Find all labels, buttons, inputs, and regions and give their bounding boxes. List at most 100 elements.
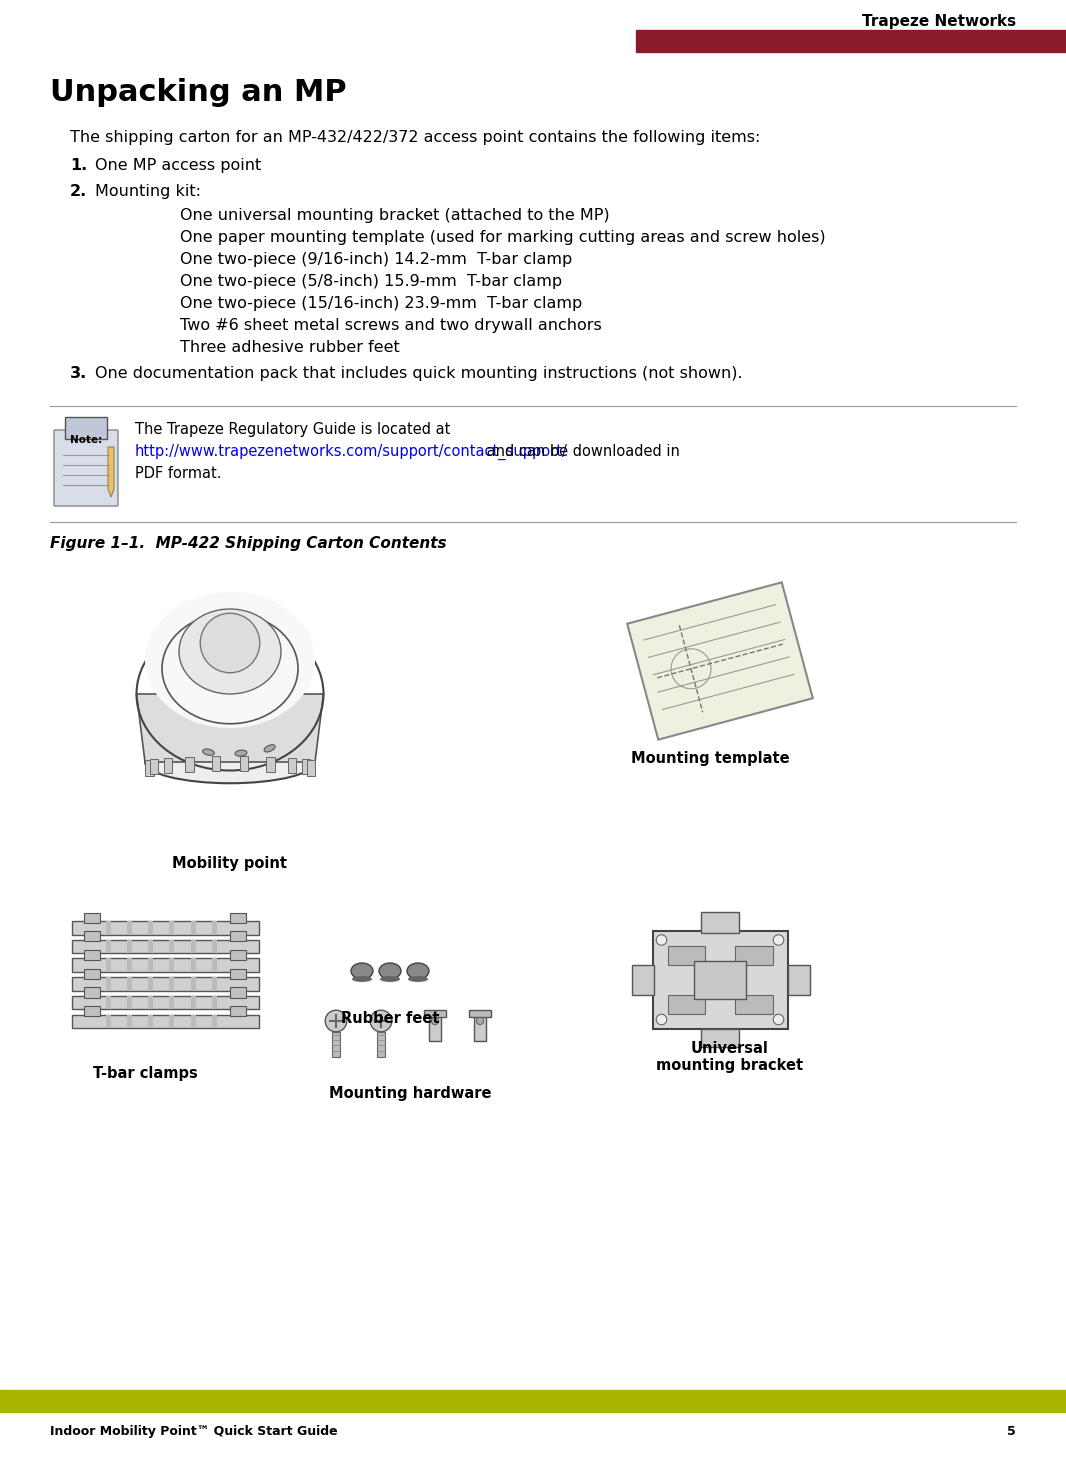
- Bar: [127, 958, 132, 972]
- Text: 3.: 3.: [70, 366, 87, 381]
- Bar: [307, 761, 314, 775]
- Text: One documentation pack that includes quick mounting instructions (not shown).: One documentation pack that includes qui…: [95, 366, 743, 381]
- Bar: [127, 977, 132, 991]
- Bar: [145, 761, 154, 775]
- Bar: [84, 968, 99, 978]
- Ellipse shape: [379, 975, 400, 983]
- Bar: [106, 958, 111, 972]
- Bar: [169, 921, 175, 934]
- Text: 2.: 2.: [70, 184, 87, 199]
- Text: One MP access point: One MP access point: [95, 158, 261, 172]
- Ellipse shape: [203, 749, 214, 755]
- Text: Unpacking an MP: Unpacking an MP: [50, 77, 346, 107]
- Bar: [212, 996, 216, 1009]
- Text: 5: 5: [1007, 1425, 1016, 1438]
- Bar: [667, 994, 705, 1013]
- Bar: [127, 996, 132, 1009]
- Bar: [212, 958, 216, 972]
- Bar: [212, 756, 221, 771]
- Bar: [424, 1010, 446, 1018]
- Bar: [84, 987, 99, 997]
- Text: and can be downloaded in: and can be downloaded in: [482, 444, 680, 458]
- Ellipse shape: [179, 609, 281, 693]
- Text: One two-piece (5/8-inch) 15.9-mm  T-bar clamp: One two-piece (5/8-inch) 15.9-mm T-bar c…: [180, 274, 562, 289]
- Bar: [169, 958, 175, 972]
- Text: Mounting hardware: Mounting hardware: [328, 1086, 491, 1101]
- Bar: [429, 1013, 441, 1041]
- Ellipse shape: [264, 745, 275, 752]
- Text: Mobility point: Mobility point: [173, 856, 288, 872]
- Text: Mounting kit:: Mounting kit:: [95, 184, 201, 199]
- Bar: [106, 977, 111, 991]
- Bar: [106, 996, 111, 1009]
- Text: The shipping carton for an MP-432/422/372 access point contains the following it: The shipping carton for an MP-432/422/37…: [70, 130, 760, 145]
- Text: Figure 1–1.  MP-422 Shipping Carton Contents: Figure 1–1. MP-422 Shipping Carton Conte…: [50, 536, 447, 550]
- Bar: [667, 946, 705, 965]
- Bar: [71, 1015, 258, 1028]
- Polygon shape: [136, 694, 323, 762]
- Bar: [636, 31, 1066, 53]
- Bar: [84, 931, 99, 942]
- FancyBboxPatch shape: [54, 431, 118, 507]
- Text: PDF format.: PDF format.: [135, 466, 222, 480]
- Circle shape: [657, 1015, 666, 1025]
- Circle shape: [477, 1018, 484, 1025]
- Text: Note:: Note:: [70, 435, 102, 445]
- Bar: [212, 940, 216, 953]
- Bar: [631, 965, 655, 994]
- Bar: [71, 921, 258, 934]
- Circle shape: [773, 934, 784, 945]
- Bar: [694, 961, 746, 999]
- Bar: [191, 996, 195, 1009]
- Bar: [127, 940, 132, 953]
- Text: Indoor Mobility Point™ Quick Start Guide: Indoor Mobility Point™ Quick Start Guide: [50, 1425, 338, 1438]
- Text: T-bar clamps: T-bar clamps: [93, 1066, 197, 1080]
- Ellipse shape: [379, 964, 401, 980]
- Bar: [240, 756, 248, 771]
- Bar: [788, 965, 810, 994]
- Bar: [148, 921, 154, 934]
- Bar: [230, 931, 246, 942]
- Bar: [701, 912, 739, 933]
- Ellipse shape: [408, 975, 429, 983]
- Circle shape: [325, 1010, 346, 1032]
- Bar: [148, 996, 154, 1009]
- Text: Trapeze Networks: Trapeze Networks: [862, 15, 1016, 29]
- Bar: [191, 977, 195, 991]
- Circle shape: [773, 1015, 784, 1025]
- Bar: [191, 921, 195, 934]
- Bar: [150, 759, 159, 774]
- Polygon shape: [627, 583, 812, 740]
- Circle shape: [200, 613, 260, 673]
- Text: Mounting template: Mounting template: [631, 750, 789, 767]
- Bar: [106, 940, 111, 953]
- Bar: [84, 950, 99, 961]
- Bar: [288, 758, 296, 772]
- Text: The Trapeze Regulatory Guide is located at: The Trapeze Regulatory Guide is located …: [135, 422, 450, 437]
- Bar: [701, 1028, 739, 1047]
- Bar: [71, 940, 258, 953]
- Bar: [84, 912, 99, 923]
- Bar: [230, 987, 246, 997]
- Polygon shape: [108, 447, 114, 496]
- Bar: [127, 1015, 132, 1028]
- Bar: [191, 940, 195, 953]
- Text: Two #6 sheet metal screws and two drywall anchors: Two #6 sheet metal screws and two drywal…: [180, 318, 601, 333]
- Ellipse shape: [352, 975, 372, 983]
- Circle shape: [370, 1010, 392, 1032]
- Bar: [230, 1006, 246, 1016]
- Bar: [473, 1013, 486, 1041]
- Ellipse shape: [145, 740, 314, 783]
- Text: One two-piece (9/16-inch) 14.2-mm  T-bar clamp: One two-piece (9/16-inch) 14.2-mm T-bar …: [180, 253, 572, 267]
- Bar: [191, 1015, 195, 1028]
- Bar: [230, 950, 246, 961]
- Bar: [148, 958, 154, 972]
- Bar: [84, 1006, 99, 1016]
- Text: Universal
mounting bracket: Universal mounting bracket: [657, 1041, 804, 1073]
- Bar: [469, 1010, 490, 1018]
- Text: Three adhesive rubber feet: Three adhesive rubber feet: [180, 340, 400, 355]
- Ellipse shape: [145, 591, 314, 729]
- Bar: [71, 977, 258, 991]
- Bar: [734, 994, 773, 1013]
- Bar: [0, 1390, 1066, 1412]
